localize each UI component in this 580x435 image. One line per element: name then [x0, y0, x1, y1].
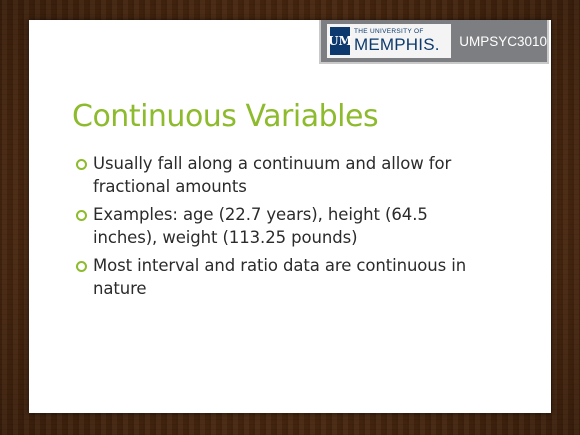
bullet-circle-icon — [76, 159, 87, 170]
slide-title: Continuous Variables — [72, 99, 379, 134]
header-tag: UM THE UNIVERSITY OF MEMPHIS. UMPSYC3010 — [319, 20, 549, 64]
university-name-small: THE UNIVERSITY OF — [354, 28, 424, 36]
bullet-list: Usually fall along a continuum and allow… — [76, 152, 496, 305]
bullet-circle-icon — [76, 261, 87, 272]
bullet-item: Most interval and ratio data are continu… — [76, 254, 496, 300]
um-logo-mark: UM — [328, 27, 352, 55]
um-mark-text: UM — [328, 34, 352, 48]
bullet-text: Usually fall along a continuum and allow… — [93, 154, 452, 196]
course-code: UMPSYC3010 — [459, 33, 547, 49]
university-logo: UM THE UNIVERSITY OF MEMPHIS. — [327, 24, 452, 58]
bullet-text: Most interval and ratio data are continu… — [93, 256, 467, 298]
slide: UM THE UNIVERSITY OF MEMPHIS. UMPSYC3010… — [29, 20, 551, 413]
bullet-item: Examples: age (22.7 years), height (64.5… — [76, 203, 496, 249]
bullet-circle-icon — [76, 210, 87, 221]
bullet-item: Usually fall along a continuum and allow… — [76, 152, 496, 198]
university-name-big: MEMPHIS. — [354, 34, 440, 54]
bullet-text: Examples: age (22.7 years), height (64.5… — [93, 205, 428, 247]
university-name: THE UNIVERSITY OF MEMPHIS. — [354, 29, 440, 53]
